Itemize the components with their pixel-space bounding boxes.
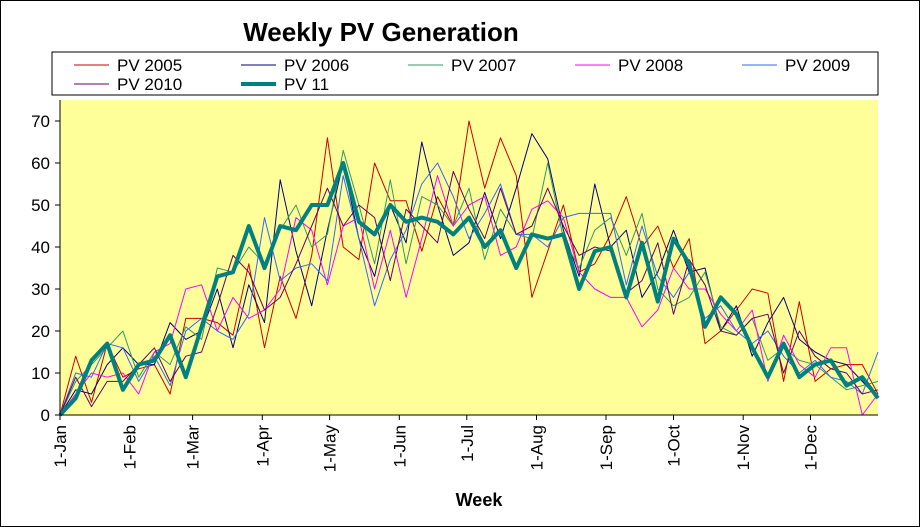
x-tick-label: 1-Jul: [458, 425, 477, 462]
x-axis: 1-Jan 1-Feb 1-Mar 1-Apr 1-May 1-Jun 1-Jul 1-Aug…: [51, 415, 821, 472]
x-tick-label: 1-Feb: [121, 425, 140, 469]
legend-label-pv-2008: PV 2008: [618, 56, 683, 75]
x-tick-label: 1-Jan: [51, 425, 70, 468]
x-tick-label: 1-Sep: [597, 425, 616, 470]
y-tick-label: 70: [31, 112, 50, 131]
plot-area: [60, 100, 878, 415]
chart-title: Weekly PV Generation: [243, 17, 519, 47]
legend-label-pv-2006: PV 2006: [284, 56, 349, 75]
x-tick-label: 1-Nov: [734, 425, 753, 471]
series-line-pv-2009: [59, 162, 879, 416]
x-tick-label: 1-Dec: [802, 425, 821, 471]
legend-label-pv-2009: PV 2009: [785, 56, 850, 75]
legend: PV 2005 PV 2006 PV 2007 PV 2008 PV 2009 PV 20…: [51, 51, 879, 96]
y-axis: 0 10 20 30 40 50 60 70: [31, 112, 60, 425]
x-tick-label: 1-May: [321, 425, 340, 473]
x-tick-label: 1-Aug: [527, 425, 546, 470]
y-tick-label: 30: [31, 280, 50, 299]
y-tick-label: 20: [31, 322, 50, 341]
x-tick-label: 1-Jun: [390, 425, 409, 468]
y-tick-label: 40: [31, 238, 50, 257]
legend-label-pv-2010: PV 2010: [117, 75, 182, 94]
series-lines: [58, 120, 880, 417]
y-tick-label: 60: [31, 154, 50, 173]
legend-label-pv-2005: PV 2005: [117, 56, 182, 75]
y-tick-label: 0: [41, 406, 50, 425]
x-tick-label: 1-Apr: [253, 425, 272, 467]
y-tick-label: 50: [31, 196, 50, 215]
x-axis-title: Week: [456, 490, 504, 510]
legend-box: [51, 51, 879, 96]
legend-label-pv-2007: PV 2007: [451, 56, 516, 75]
y-tick-label: 10: [31, 364, 50, 383]
legend-label-pv-11: PV 11: [284, 75, 329, 94]
x-tick-label: 1-Oct: [665, 425, 684, 467]
series-line-pv-11: [58, 161, 880, 417]
series-line-pv-2005: [59, 120, 879, 416]
x-tick-label: 1-Mar: [184, 425, 203, 470]
